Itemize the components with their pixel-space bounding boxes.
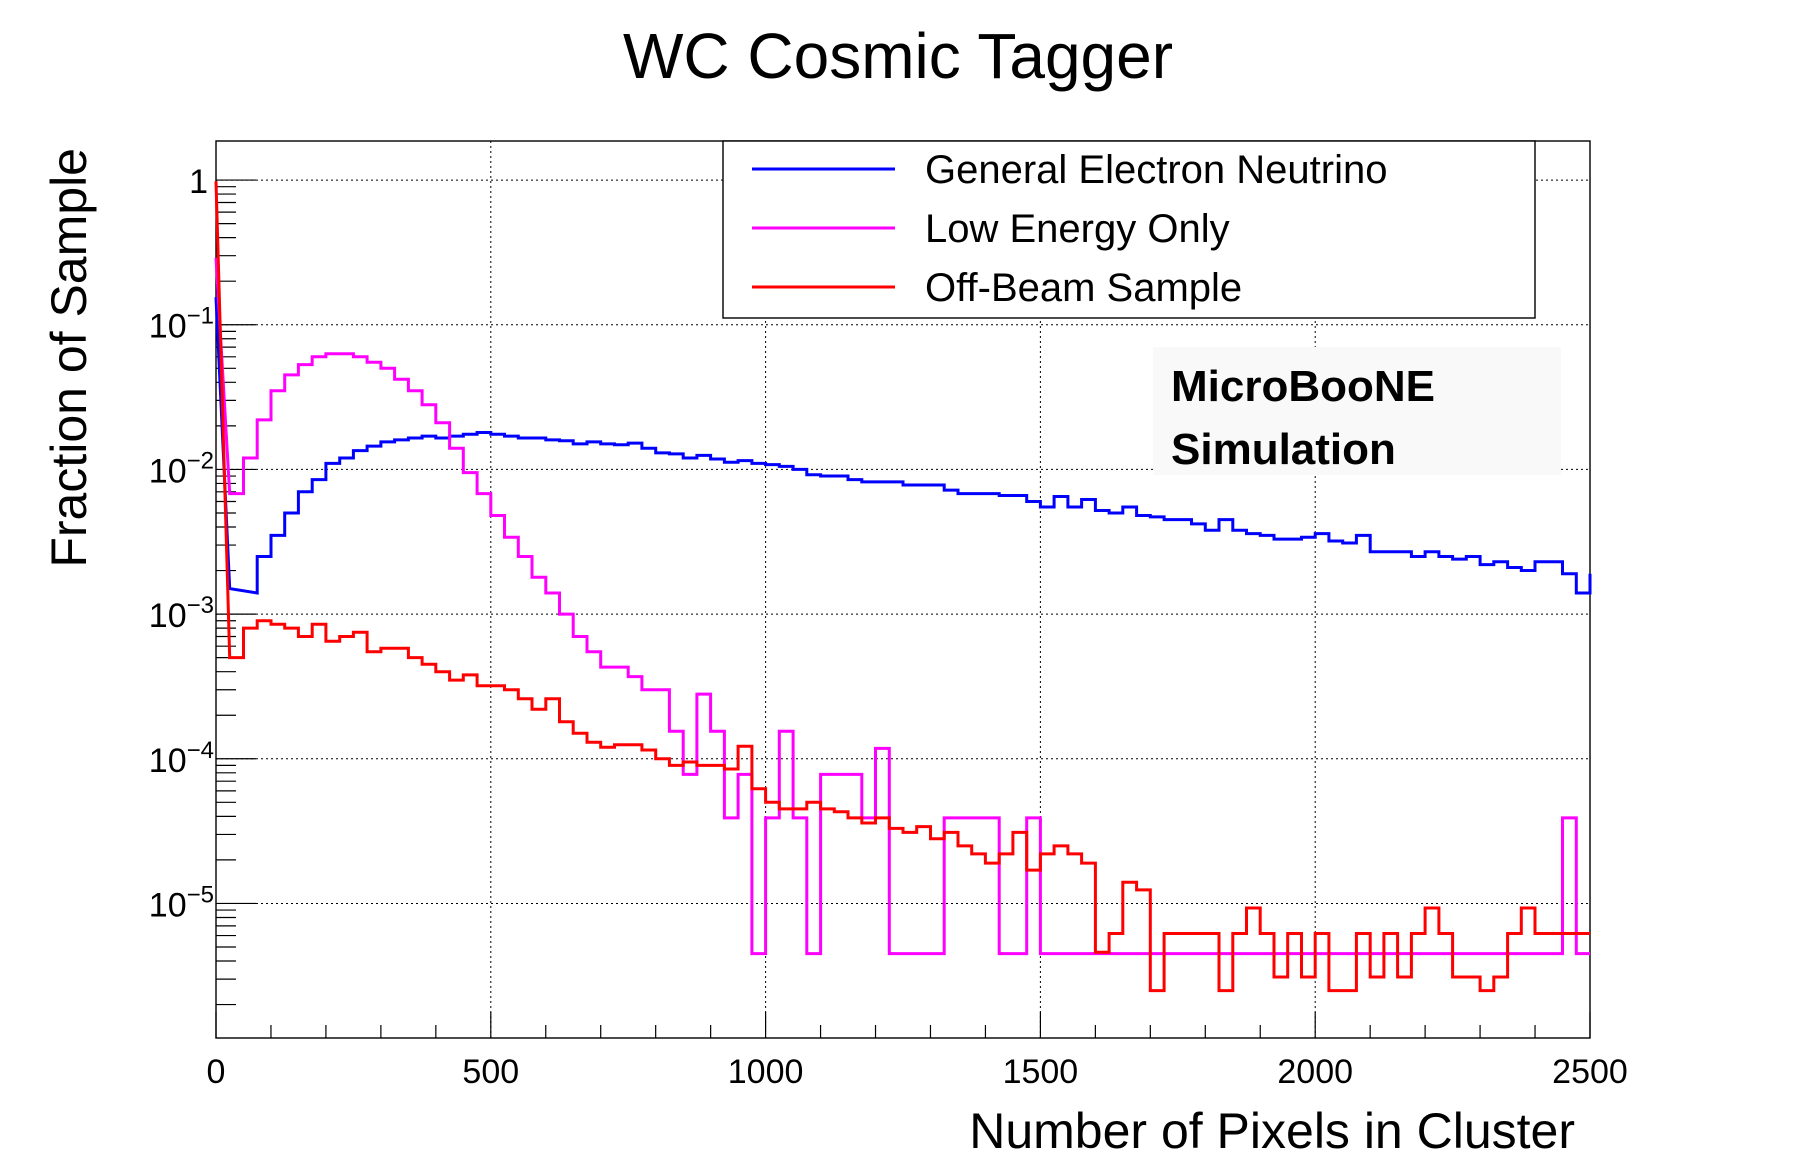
x-tick-label: 1500 bbox=[1003, 1053, 1079, 1091]
y-tick-label: 10−4 bbox=[149, 737, 214, 780]
series-electron-neutrino bbox=[214, 297, 1592, 595]
x-tick-label: 2000 bbox=[1277, 1053, 1353, 1091]
legend-label-electron-neutrino: General Electron Neutrino bbox=[925, 148, 1387, 192]
x-tick-label: 500 bbox=[462, 1053, 519, 1091]
x-tick-label: 0 bbox=[207, 1053, 226, 1091]
y-tick-label: 10−5 bbox=[149, 881, 214, 924]
legend-label-low-energy: Low Energy Only bbox=[925, 207, 1230, 251]
annotation-line-2: Simulation bbox=[1171, 425, 1396, 474]
x-tick-label: 1000 bbox=[728, 1053, 804, 1091]
simulation-annotation: MicroBooNE Simulation bbox=[1153, 347, 1561, 475]
chart-title: WC Cosmic Tagger bbox=[623, 20, 1173, 92]
series-low-energy bbox=[214, 257, 1590, 956]
y-tick-label: 1 bbox=[189, 163, 208, 201]
annotation-box bbox=[1153, 347, 1561, 475]
annotation-line-1: MicroBooNE bbox=[1171, 362, 1435, 411]
legend-label-off-beam: Off-Beam Sample bbox=[925, 266, 1242, 310]
x-tick-label: 2500 bbox=[1552, 1053, 1628, 1091]
y-tick-label: 10−3 bbox=[149, 592, 214, 635]
series-lines bbox=[214, 181, 1592, 993]
y-axis-label: Fraction of Sample bbox=[41, 148, 97, 568]
legend: General Electron Neutrino Low Energy Onl… bbox=[722, 140, 1536, 319]
x-tick-labels: 0 500 1000 1500 2000 2500 bbox=[207, 1053, 1628, 1091]
x-axis-label: Number of Pixels in Cluster bbox=[969, 1103, 1575, 1159]
y-tick-labels: 1 10−1 10−2 10−3 10−4 10−5 bbox=[149, 163, 214, 924]
series-off-beam bbox=[214, 181, 1590, 993]
y-tick-label: 10−2 bbox=[149, 447, 214, 490]
y-tick-label: 10−1 bbox=[149, 303, 214, 346]
